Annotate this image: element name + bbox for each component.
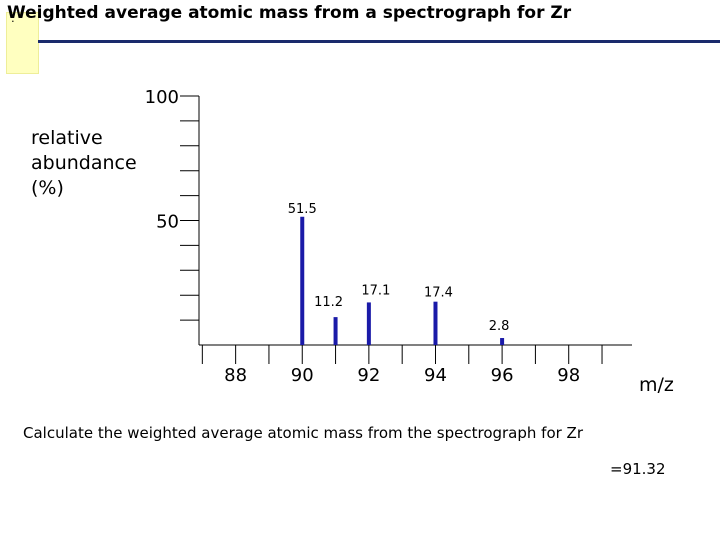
- bar-value-label: 11.2: [314, 295, 343, 310]
- bar-value-label: 2.8: [489, 319, 510, 334]
- x-tick-label: 98: [557, 365, 580, 386]
- bars: [300, 216, 505, 345]
- y-axis-label-line: (%): [31, 177, 64, 199]
- x-tick-label: 96: [491, 365, 514, 386]
- bar-value-label: 17.4: [424, 286, 453, 301]
- sticky-note-text: :: [11, 12, 15, 25]
- bar: [300, 216, 305, 345]
- y-tick-label: 100: [145, 87, 179, 108]
- mass-spectrum-chart: relative abundance (%) m/z 50 100 88 90 92 94 9…: [31, 87, 674, 396]
- question-text: Calculate the weighted average atomic ma…: [23, 424, 584, 442]
- answer-text: =91.32: [610, 460, 666, 478]
- bar: [433, 301, 438, 345]
- y-axis-ticks: 50 100: [145, 87, 199, 321]
- x-tick-label: 94: [424, 365, 447, 386]
- x-tick-label: 90: [291, 365, 314, 386]
- y-axis-label-line: relative: [31, 127, 103, 149]
- title-underline: [38, 40, 720, 43]
- bar-value-label: 51.5: [288, 202, 317, 217]
- y-tick-label: 50: [156, 212, 179, 233]
- bar-value-labels: 51.5 11.2 17.1 17.4 2.8: [288, 202, 510, 334]
- bar: [333, 317, 338, 345]
- y-axis-label-line: abundance: [31, 152, 137, 174]
- x-axis-label: m/z: [639, 374, 674, 396]
- bar-value-label: 17.1: [361, 283, 390, 298]
- bar: [366, 302, 371, 345]
- x-tick-label: 88: [224, 365, 247, 386]
- sticky-note: [6, 12, 39, 74]
- x-tick-label: 92: [357, 365, 380, 386]
- bar: [500, 338, 505, 345]
- y-axis-label: relative abundance (%): [31, 127, 137, 199]
- x-axis-ticks: 88 90 92 94 96 98: [201, 345, 603, 386]
- page-title: Weighted average atomic mass from a spec…: [7, 3, 572, 23]
